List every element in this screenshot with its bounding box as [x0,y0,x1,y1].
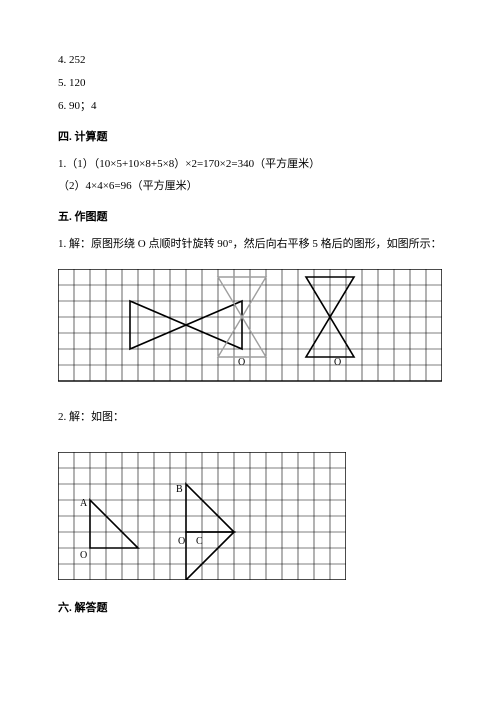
svg-text:O: O [178,536,185,547]
svg-text:O: O [80,550,87,561]
calc-line-2: （2）4×4×6=96（平方厘米） [58,176,442,197]
figure-2-grid: AOBOC [58,452,442,580]
answer-line-5: 5. 120 [58,73,442,94]
figure-1-grid: OO [58,269,442,389]
svg-text:O: O [238,357,245,368]
section-4-title: 四. 计算题 [58,127,442,148]
answer-line-4: 4. 252 [58,50,442,71]
answer-line-6: 6. 90；4 [58,96,442,117]
drawing-q2-intro: 2. 解：如图： [58,407,442,428]
section-5-title: 五. 作图题 [58,207,442,228]
section-6-title: 六. 解答题 [58,598,442,619]
svg-text:A: A [80,498,88,509]
drawing-q1-intro: 1. 解：原图形绕 O 点顺时针旋转 90°，然后向右平移 5 格后的图形，如图… [58,234,442,255]
calc-line-1: 1.（1）（10×5+10×8+5×8）×2=170×2=340（平方厘米） [58,154,442,175]
svg-text:B: B [176,484,183,495]
svg-text:O: O [334,357,341,368]
svg-text:C: C [196,536,203,547]
